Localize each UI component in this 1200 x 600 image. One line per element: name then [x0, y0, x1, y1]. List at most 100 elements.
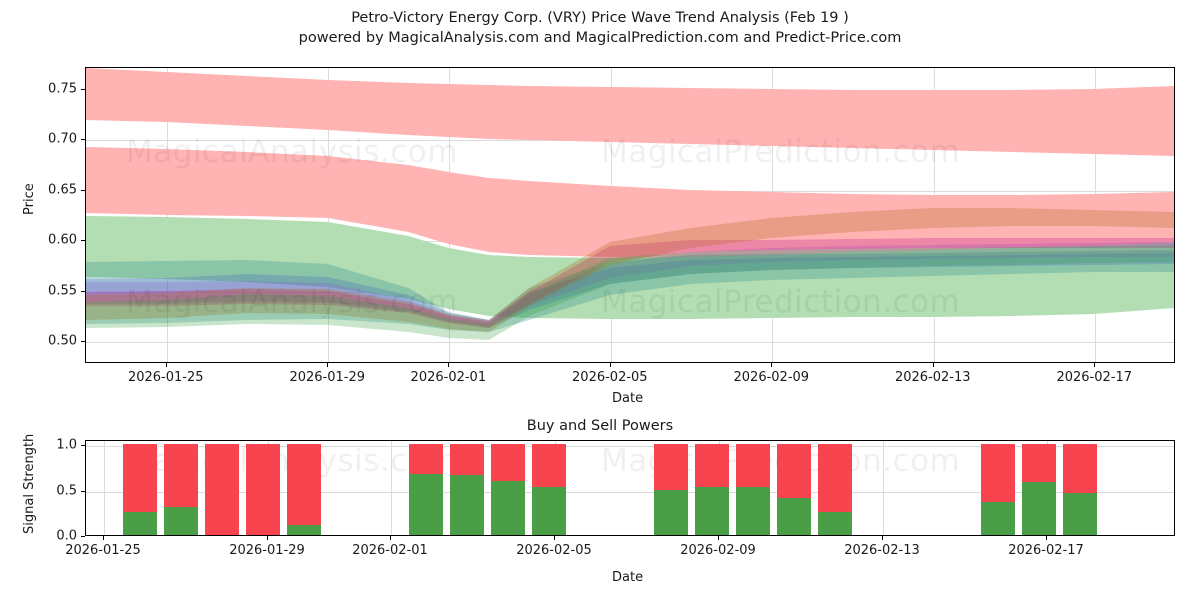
powers-x-tick-mark	[718, 536, 719, 540]
powers-x-tick-mark	[267, 536, 268, 540]
price-x-tick-label: 2026-02-13	[894, 370, 971, 385]
powers-bar-sell-segment	[205, 444, 239, 535]
powers-bar[interactable]	[1063, 444, 1097, 535]
powers-chart-title: Buy and Sell Powers	[526, 418, 674, 434]
powers-bar-sell-segment	[532, 444, 566, 487]
powers-bar-sell-segment	[491, 444, 525, 481]
powers-bar[interactable]	[1022, 444, 1056, 535]
price-y-tick-label: 0.55	[48, 283, 77, 298]
powers-gridline-v	[883, 441, 884, 535]
powers-bar[interactable]	[736, 444, 770, 535]
powers-bar-buy-segment	[287, 525, 321, 535]
price-y-tick-label: 0.50	[48, 333, 77, 349]
chart-title-block: Petro-Victory Energy Corp. (VRY) Price W…	[0, 8, 1200, 48]
powers-bar-sell-segment	[1022, 444, 1056, 482]
powers-bar-buy-segment	[164, 506, 198, 535]
powers-bar[interactable]	[654, 444, 688, 535]
price-wave-bands	[86, 68, 1174, 341]
price-band	[86, 242, 1174, 327]
price-y-tick-label: 0.65	[48, 182, 77, 198]
price-y-tick-mark	[81, 290, 85, 292]
powers-y-tick-label: 0.0	[56, 528, 77, 544]
price-x-tick-mark	[448, 363, 450, 367]
price-band	[86, 215, 1174, 319]
powers-x-tick-label: 2026-02-13	[844, 543, 920, 558]
price-band	[86, 244, 1174, 341]
price-x-tick-mark	[771, 363, 773, 367]
powers-bar-buy-segment	[123, 512, 157, 535]
powers-bar-buy-segment	[1022, 481, 1056, 535]
powers-y-tick-mark	[81, 536, 85, 537]
powers-bar[interactable]	[123, 444, 157, 535]
powers-bar-sell-segment	[409, 444, 443, 475]
price-band	[86, 68, 1174, 157]
powers-x-tick-label: 2026-02-09	[680, 543, 756, 558]
powers-bar[interactable]	[450, 444, 484, 535]
powers-bar[interactable]	[695, 444, 729, 535]
powers-bar-sell-segment	[695, 444, 729, 487]
powers-bar[interactable]	[491, 444, 525, 535]
powers-y-axis-title: Signal Strength	[22, 433, 37, 534]
price-gridline-h	[86, 341, 1174, 343]
price-y-tick-label: 0.70	[48, 131, 77, 147]
powers-x-tick-label: 2026-01-29	[229, 543, 305, 558]
powers-x-tick-mark	[1046, 536, 1047, 540]
powers-x-tick-mark	[882, 536, 883, 540]
powers-y-tick-label: 1.0	[56, 437, 77, 453]
powers-bar-buy-segment	[409, 474, 443, 535]
price-x-tick-mark	[932, 363, 934, 367]
price-chart-plot-area: MagicalAnalysis.com MagicalPrediction.co…	[85, 67, 1175, 363]
powers-bar-buy-segment	[695, 487, 729, 535]
price-band	[86, 208, 1174, 333]
powers-x-tick-mark	[103, 536, 104, 540]
price-band	[86, 253, 1174, 329]
powers-x-tick-label: 2026-02-01	[352, 543, 428, 558]
price-x-tick-label: 2026-02-17	[1056, 370, 1133, 385]
powers-bar-sell-segment	[1063, 444, 1097, 494]
price-y-tick-mark	[81, 340, 85, 342]
powers-bar[interactable]	[777, 444, 811, 535]
powers-bar[interactable]	[818, 444, 852, 535]
price-band	[86, 238, 1174, 329]
price-band	[86, 249, 1174, 333]
powers-bar-sell-segment	[654, 444, 688, 490]
powers-bar[interactable]	[532, 444, 566, 535]
powers-bar[interactable]	[246, 444, 280, 535]
price-x-tick-label: 2026-01-25	[127, 370, 204, 385]
price-x-tick-label: 2026-02-05	[572, 370, 648, 385]
price-x-tick-mark	[327, 363, 329, 367]
powers-x-tick-label: 2026-02-17	[1008, 543, 1084, 558]
price-x-tick-label: 2026-01-29	[289, 370, 365, 385]
powers-bar-sell-segment	[736, 444, 770, 487]
powers-bar[interactable]	[287, 444, 321, 535]
price-x-tick-label: 2026-02-01	[410, 370, 487, 385]
powers-bar[interactable]	[409, 444, 443, 535]
price-y-axis-title: Price	[22, 183, 37, 215]
powers-x-tick-mark	[554, 536, 555, 540]
powers-bar-buy-segment	[981, 502, 1015, 535]
price-band	[86, 146, 1174, 259]
page-subtitle: powered by MagicalAnalysis.com and Magic…	[298, 30, 902, 46]
powers-chart-plot-area: MagicalAnalysis.com MagicalPrediction.co…	[85, 440, 1175, 536]
price-x-tick-mark	[165, 363, 167, 367]
powers-bar-sell-segment	[777, 444, 811, 498]
price-y-tick-mark	[81, 139, 85, 141]
price-y-tick-label: 0.60	[48, 232, 77, 248]
powers-bar[interactable]	[205, 444, 239, 535]
powers-bar-buy-segment	[777, 497, 811, 535]
powers-bar-buy-segment	[736, 487, 770, 535]
powers-bar-buy-segment	[654, 489, 688, 535]
powers-bar-sell-segment	[450, 444, 484, 476]
powers-bar-sell-segment	[246, 444, 280, 535]
powers-gridline-v	[104, 441, 105, 535]
powers-bar[interactable]	[164, 444, 198, 535]
powers-y-tick-mark	[81, 445, 85, 447]
price-y-tick-mark	[81, 240, 85, 242]
powers-gridline-h	[86, 446, 1174, 448]
page-title: Petro-Victory Energy Corp. (VRY) Price W…	[351, 10, 849, 26]
powers-bar-sell-segment	[287, 444, 321, 526]
powers-bar-buy-segment	[450, 475, 484, 535]
powers-bar[interactable]	[981, 444, 1015, 535]
powers-x-tick-label: 2026-02-05	[516, 543, 592, 558]
price-y-tick-label: 0.75	[48, 81, 77, 97]
